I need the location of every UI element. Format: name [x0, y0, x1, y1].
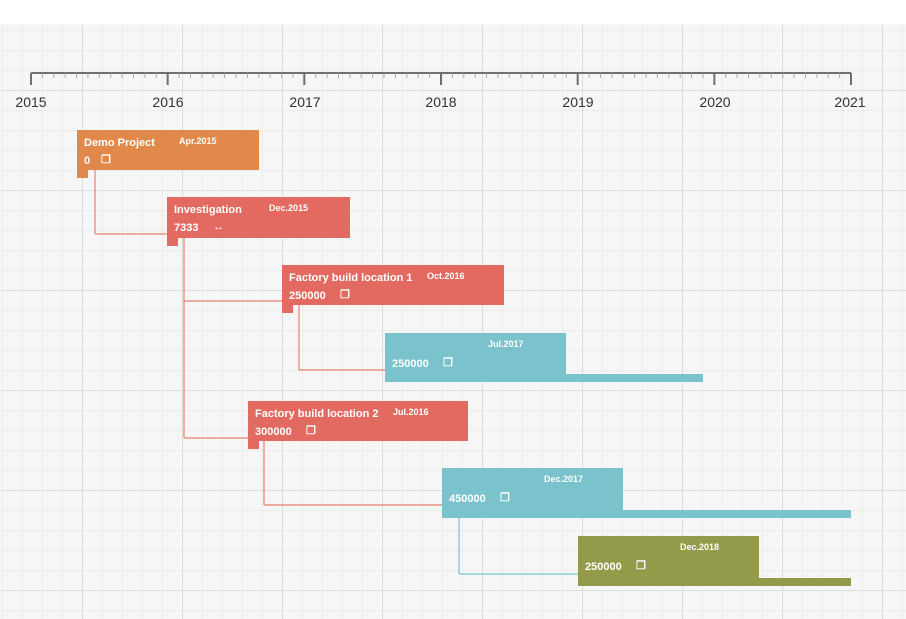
copy-icon[interactable]: ❐ [340, 289, 350, 301]
task-value: 450000 [449, 493, 486, 505]
task-date: Apr.2015 [179, 136, 217, 146]
task-handle[interactable] [248, 441, 259, 449]
task-card-factory-1[interactable]: Factory build location 1 Oct.2016 250000… [282, 265, 504, 305]
task-value: 7333 [174, 222, 199, 234]
year-label-2016: 2016 [152, 94, 184, 110]
task-handle[interactable] [77, 170, 88, 178]
year-label-2021: 2021 [834, 94, 866, 110]
copy-icon[interactable]: ❐ [443, 357, 453, 369]
task-card-subtask-3[interactable]: Dec.2018 250000 ❐ [578, 536, 759, 578]
link-icon[interactable]: ↔ [213, 221, 224, 233]
task-name: Investigation [174, 204, 242, 216]
progress-bar [442, 510, 851, 518]
copy-icon[interactable]: ❐ [101, 154, 111, 166]
task-name: Demo Project [84, 137, 155, 149]
task-value: 300000 [255, 426, 292, 438]
year-label-2017: 2017 [289, 94, 321, 110]
progress-bar [385, 374, 703, 382]
task-name: Factory build location 2 [255, 408, 379, 420]
year-label-2020: 2020 [699, 94, 731, 110]
year-label-2015: 2015 [15, 94, 47, 110]
task-date: Dec.2017 [544, 474, 584, 484]
year-label-2019: 2019 [562, 94, 594, 110]
progress-bar [578, 578, 851, 586]
task-card-demo-project[interactable]: Demo Project Apr.2015 0 ❐ [77, 130, 259, 170]
task-value: 0 [84, 155, 91, 167]
year-label-2018: 2018 [425, 94, 457, 110]
copy-icon[interactable]: ❐ [500, 492, 510, 504]
task-date: Jul.2017 [488, 339, 524, 349]
task-value: 250000 [585, 561, 622, 573]
task-date: Jul.2016 [393, 407, 429, 417]
copy-icon[interactable]: ❐ [636, 560, 646, 572]
task-card-subtask-2[interactable]: Dec.2017 450000 ❐ [442, 468, 623, 510]
task-handle[interactable] [167, 238, 178, 246]
task-value: 250000 [289, 290, 326, 302]
task-date: Oct.2016 [427, 271, 465, 281]
task-date: Dec.2018 [680, 542, 720, 552]
copy-icon[interactable]: ❐ [306, 425, 316, 437]
task-card-factory-2[interactable]: Factory build location 2 Jul.2016 300000… [248, 401, 468, 441]
task-date: Dec.2015 [269, 203, 309, 213]
task-card-investigation[interactable]: Investigation Dec.2015 7333 ↔ [167, 197, 350, 238]
task-handle[interactable] [282, 305, 293, 313]
header-band [0, 0, 906, 24]
task-card-subtask-1[interactable]: Jul.2017 250000 ❐ [385, 333, 566, 374]
task-name: Factory build location 1 [289, 272, 413, 284]
task-value: 250000 [392, 358, 429, 370]
